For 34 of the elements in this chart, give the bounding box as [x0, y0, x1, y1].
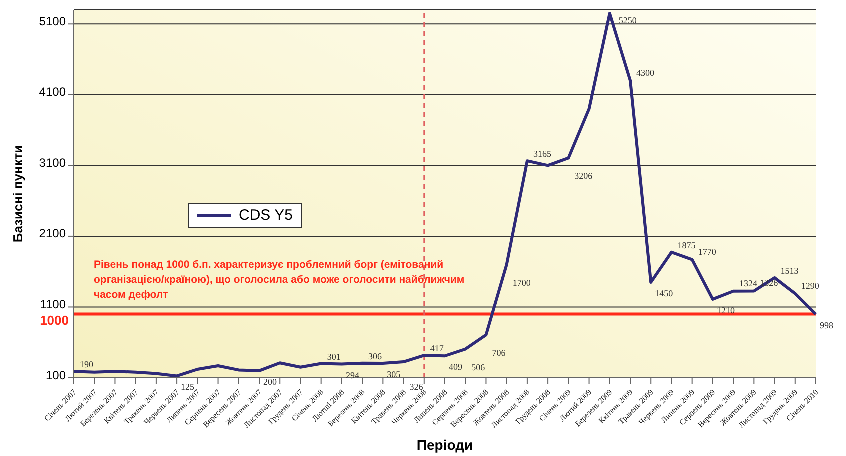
data-label: 306: [368, 351, 383, 362]
data-label: 1875: [678, 240, 696, 250]
data-label: 3165: [533, 149, 552, 160]
data-label: 409: [449, 362, 463, 372]
data-label: 1210: [716, 305, 736, 316]
data-label: 1513: [780, 266, 800, 276]
y-tick-label: 2100: [39, 226, 66, 241]
y-tick-label: 5100: [39, 14, 66, 28]
data-label: 506: [472, 362, 486, 372]
x-axis-title: Періоди: [416, 437, 474, 453]
y-tick-label: 3100: [39, 156, 66, 170]
data-label: 125: [181, 382, 196, 392]
data-label: 305: [387, 369, 402, 380]
y-tick-label: 100: [46, 368, 66, 382]
legend-label: CDS Y5: [239, 207, 293, 224]
ref-line-label: 1000: [40, 312, 69, 328]
data-label: 998: [820, 320, 834, 330]
data-label: 4300: [636, 68, 655, 78]
annotation: Рівень понад 1000 б.п. характеризує проблемний борг (емітований організацією/країною), що оголосила або може оголосити найближчим часом дефолт: [94, 258, 466, 303]
y-tick-label: 1100: [40, 297, 66, 312]
data-label: 1290: [801, 280, 820, 291]
y-tick-label: 4100: [39, 85, 66, 100]
data-label: 200: [264, 376, 278, 387]
data-label: 1700: [512, 278, 532, 288]
data-label: 301: [327, 352, 341, 362]
data-label: 1770: [698, 246, 717, 257]
y-axis-title: Базисні пункти: [10, 145, 26, 243]
data-label: 3206: [574, 171, 594, 182]
data-label: 417: [430, 344, 444, 354]
data-label: 1324: [740, 278, 758, 288]
data-label: 190: [80, 360, 94, 370]
data-label: 706: [492, 348, 506, 358]
data-label: 1450: [655, 288, 674, 298]
data-label: 5250: [618, 16, 638, 26]
